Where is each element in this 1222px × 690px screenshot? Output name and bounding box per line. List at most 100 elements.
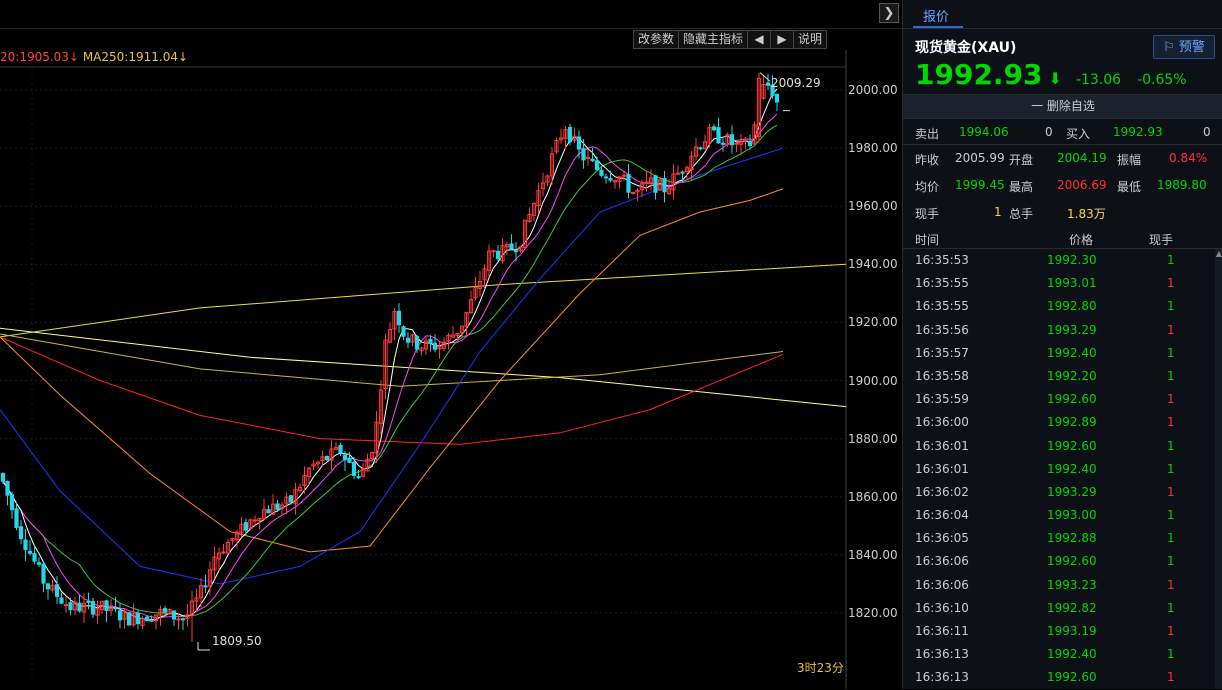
tick-volume: 1 <box>1167 253 1175 267</box>
ticks-scrollbar[interactable] <box>1215 249 1222 689</box>
candle-body <box>270 503 276 515</box>
kline-chart-area[interactable]: ❯ 改参数 隐藏主指标 ◀ ▶ 说明 20:1905.03↓ MA250:191… <box>0 0 902 689</box>
ma-legend: 20:1905.03↓ MA250:1911.04↓ <box>0 50 188 64</box>
candle-body <box>351 462 357 477</box>
ma10-line <box>2 113 778 619</box>
candle-body <box>347 457 352 463</box>
prev-arrow-icon[interactable]: ◀ <box>747 30 772 49</box>
candle-body <box>63 604 69 607</box>
instrument-name: 现货黄金(XAU) <box>915 40 1017 56</box>
candle-body <box>599 169 604 176</box>
candle-body <box>540 182 546 190</box>
ticks-header-time: 时间 <box>915 233 940 247</box>
candle-body <box>248 519 253 529</box>
tick-price: 1992.20 <box>1047 368 1097 383</box>
price-change-pct: -0.65% <box>1137 72 1187 88</box>
quote-panel: 报价 现货黄金(XAU) ⚐ 预警 1992.93 ⬇ -13.06 -0.65… <box>902 0 1222 689</box>
candle-body <box>531 202 537 216</box>
candle-body <box>50 584 55 591</box>
candle-body <box>572 135 577 141</box>
stats-row-2: 均价 1999.45 最高 2006.69 最低 1989.80 <box>903 172 1222 198</box>
remove-watchlist-button[interactable]: 一 删除自选 <box>903 94 1222 119</box>
tick-row: 16:35:58 1992.20 1 <box>903 365 1215 388</box>
candle-body <box>603 176 609 179</box>
price-axis-tick: 2000.00 <box>848 83 898 97</box>
tick-price: 1992.60 <box>1047 438 1097 453</box>
tick-price: 1992.88 <box>1047 531 1097 546</box>
buy-label: 买入 <box>1066 127 1091 141</box>
candle-body <box>207 569 213 587</box>
candle-body <box>0 473 6 482</box>
candle-body <box>162 608 168 613</box>
tick-row: 16:36:13 1992.40 1 <box>903 643 1215 666</box>
candle-body <box>113 607 118 610</box>
candle-body <box>257 518 262 522</box>
candle-body <box>702 141 708 150</box>
candle-body <box>383 339 388 390</box>
candle-body <box>747 140 753 147</box>
tick-time: 16:36:04 <box>915 508 969 523</box>
candle-body <box>522 219 528 249</box>
candle-body <box>491 250 496 253</box>
candle-body <box>54 584 60 597</box>
candle-body <box>567 127 573 143</box>
tick-row: 16:35:57 1992.40 1 <box>903 342 1215 365</box>
candle-body <box>720 142 726 145</box>
collapse-panel-icon[interactable]: ❯ <box>879 3 899 23</box>
sell-price: 1994.06 <box>959 125 1009 139</box>
candle-body <box>513 250 519 253</box>
candle-body <box>437 346 442 350</box>
tick-volume: 1 <box>1167 554 1175 569</box>
tick-price: 1992.40 <box>1047 461 1097 476</box>
ma250-value: MA250:1911.04↓ <box>82 50 189 64</box>
tick-volume: 1 <box>1167 461 1175 476</box>
candle-body <box>428 338 433 344</box>
candle-body <box>468 299 474 314</box>
candle-body <box>333 446 339 450</box>
candle-body <box>18 526 24 540</box>
candle-body <box>405 337 411 343</box>
ma120-line <box>0 188 784 553</box>
tick-price: 1993.29 <box>1047 484 1097 499</box>
candle-body <box>104 600 109 611</box>
candle-body <box>153 614 159 622</box>
candle-body <box>234 531 240 541</box>
next-arrow-icon[interactable]: ▶ <box>770 30 795 49</box>
candle-body <box>707 127 712 144</box>
scroll-up-icon[interactable]: ▲ <box>1215 249 1222 258</box>
candle-body <box>500 245 505 262</box>
buy-price: 1992.93 <box>1113 125 1163 139</box>
tick-row: 16:36:11 1993.19 1 <box>903 620 1215 643</box>
candle-body <box>360 468 366 477</box>
tick-volume: 1 <box>1167 345 1175 360</box>
tick-volume: 1 <box>1167 415 1175 430</box>
total-volume-label: 总手 <box>1009 207 1034 221</box>
ma20-value: 20:1905.03↓ <box>0 50 79 64</box>
chart-toolbar: 改参数 隐藏主指标 ◀ ▶ 说明 <box>633 30 828 49</box>
candle-body <box>770 84 775 96</box>
tick-volume: 1 <box>1167 647 1175 662</box>
edit-params-button[interactable]: 改参数 <box>633 30 680 49</box>
candle-body <box>545 175 550 183</box>
candle-body <box>459 325 465 334</box>
candle-body <box>450 334 456 338</box>
now-volume-label: 现手 <box>915 207 940 221</box>
help-button[interactable]: 说明 <box>793 30 828 49</box>
kline-chart[interactable] <box>0 0 902 689</box>
candle-body <box>657 179 663 191</box>
alert-button[interactable]: ⚐ 预警 <box>1153 35 1215 59</box>
candle-body <box>32 553 37 562</box>
sell-volume: 0 <box>1045 125 1053 139</box>
ma-line-long3 <box>0 333 784 387</box>
tick-row: 16:36:01 1992.60 1 <box>903 435 1215 458</box>
ticks-list[interactable]: 16:35:53 1992.30 1 16:35:55 1993.01 1 16:35:55… <box>903 249 1215 690</box>
tick-volume: 1 <box>1167 624 1175 638</box>
tab-quote[interactable]: 报价 <box>923 10 950 25</box>
open-label: 开盘 <box>1009 153 1034 167</box>
tick-time: 16:35:53 <box>915 253 969 267</box>
candle-body <box>167 609 172 615</box>
hide-main-indicator-button[interactable]: 隐藏主指标 <box>678 30 749 49</box>
candle-body <box>576 136 582 150</box>
candle-body <box>441 341 447 349</box>
candle-body <box>122 610 127 620</box>
